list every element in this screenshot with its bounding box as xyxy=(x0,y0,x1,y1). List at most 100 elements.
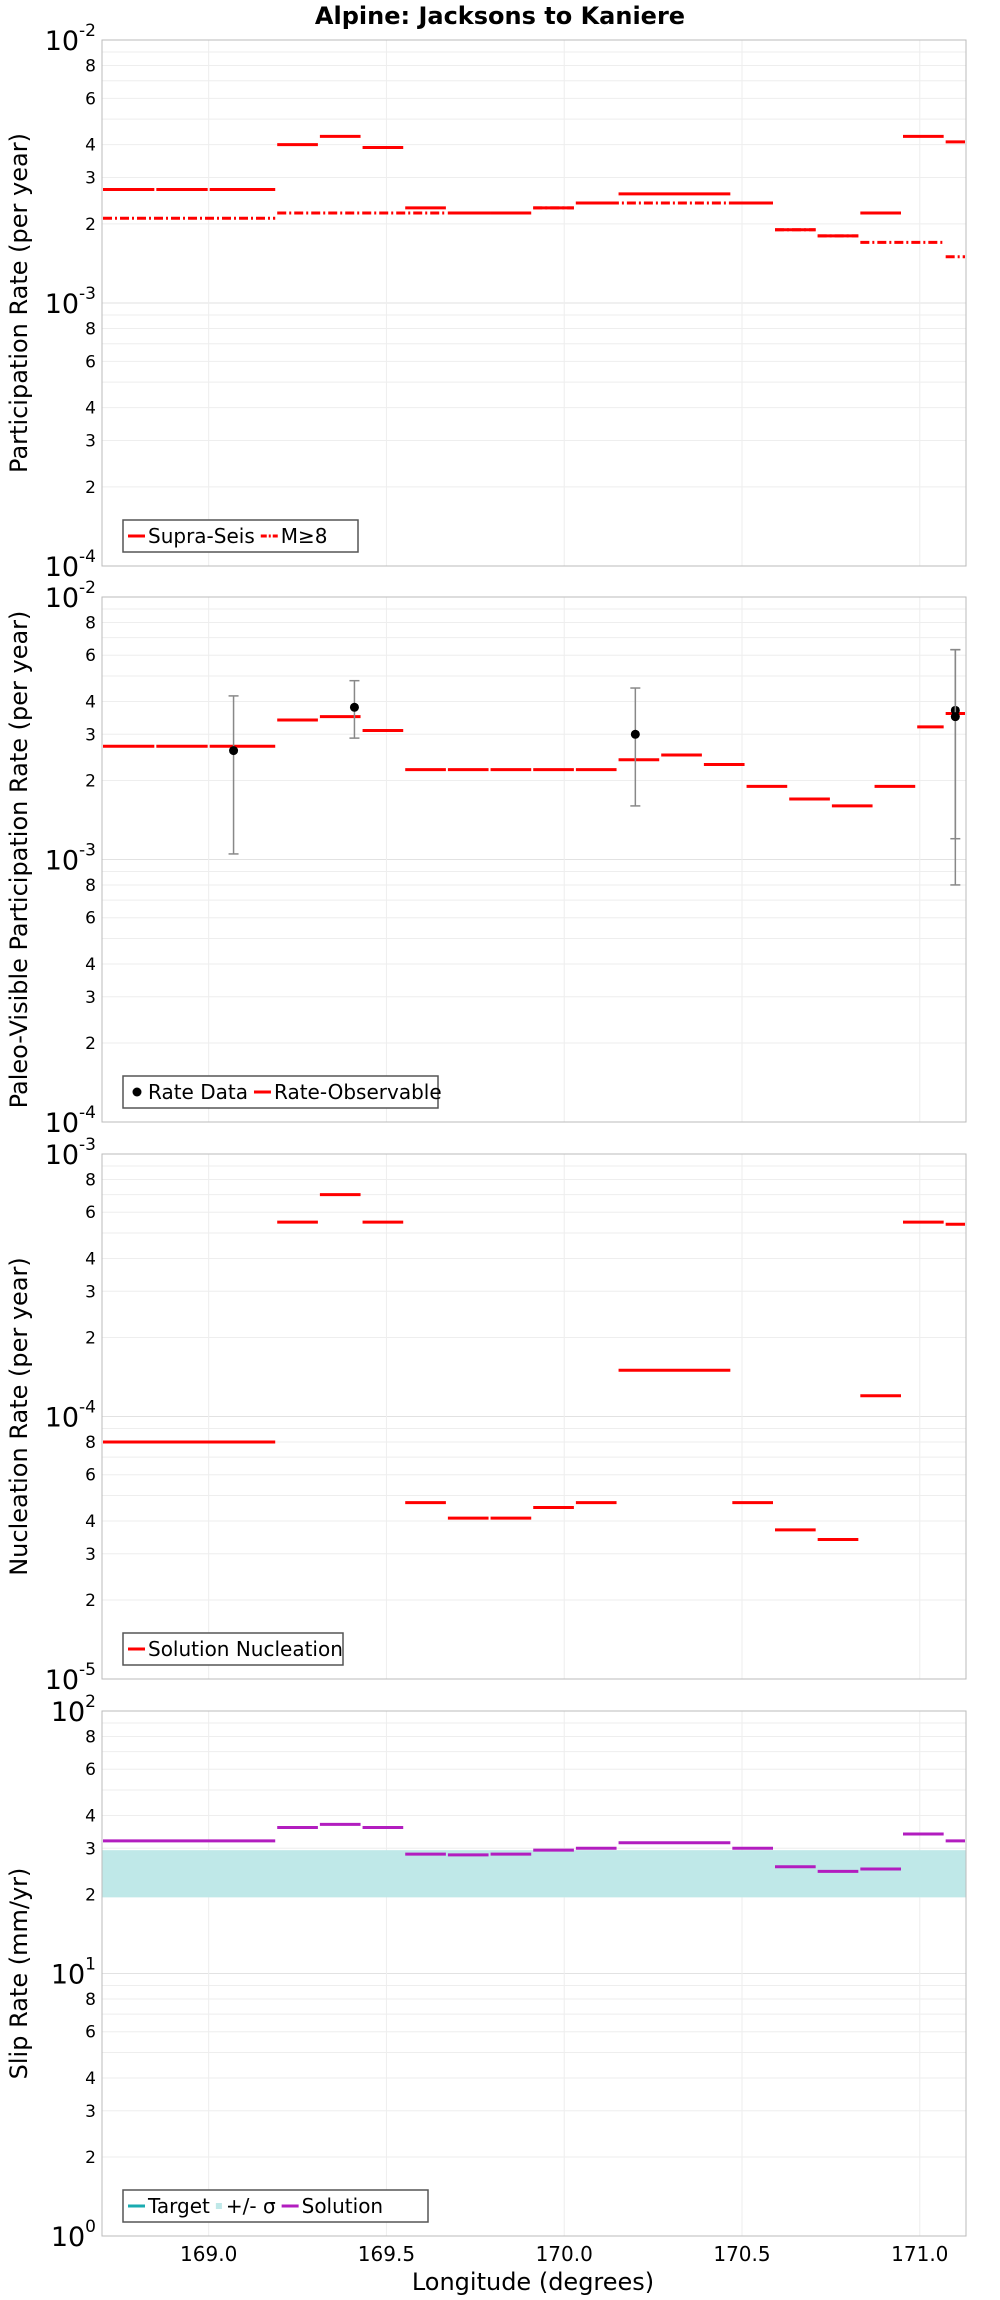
x-tick-labels: 169.0 169.5 170.0 170.5 171.0 xyxy=(180,2242,948,2266)
y-minor-tick-label: 8 xyxy=(85,56,96,76)
legend: Target +/- σ Solution xyxy=(122,2189,429,2223)
y-tick-label: 10-4 xyxy=(45,547,96,583)
plot-frame xyxy=(101,1153,967,1680)
legend-box xyxy=(122,2189,429,2223)
y-minor-tick-label: 2 xyxy=(85,1034,96,1054)
legend-label: M≥8 xyxy=(281,524,328,548)
legend-item: Solution xyxy=(281,2194,383,2218)
y-minor-tick-label: 6 xyxy=(85,352,96,372)
y-minor-tick-label: 8 xyxy=(85,1170,96,1190)
legend-label: Rate Data xyxy=(148,1080,248,1104)
y-minor-tick-label: 2 xyxy=(85,1328,96,1348)
y-minor-tick-label: 6 xyxy=(85,646,96,666)
y-minor-tick-label: 2 xyxy=(85,478,96,498)
y-tick-label: 100 xyxy=(51,2217,96,2253)
y-minor-tick-label: 3 xyxy=(85,725,96,745)
y-axis-label: Participation Rate (per year) xyxy=(5,133,33,473)
plot-frame xyxy=(101,596,967,1123)
legend-label: Solution xyxy=(302,2194,383,2218)
y-tick-label: 102 xyxy=(51,1692,96,1728)
data-point xyxy=(950,712,960,722)
plot-frame xyxy=(101,39,967,567)
legend-item: Solution Nucleation xyxy=(128,1637,343,1661)
legend-item: M≥8 xyxy=(260,524,328,548)
legend-swatch-point xyxy=(132,1087,142,1097)
legend-item: Rate-Observable xyxy=(253,1080,442,1104)
legend-box xyxy=(122,519,359,553)
legend: Solution Nucleation xyxy=(122,1632,344,1666)
y-minor-tick-label: 6 xyxy=(85,2023,96,2043)
y-tick-label: 10-4 xyxy=(45,1398,96,1434)
gridlines xyxy=(102,1711,966,2237)
sigma-band xyxy=(102,1850,966,1898)
y-minor-tick-label: 8 xyxy=(85,1433,96,1453)
series-solution-nucleation xyxy=(103,1193,965,1541)
series-m-8 xyxy=(103,201,965,259)
y-minor-tick-label: 3 xyxy=(85,169,96,189)
y-tick-label: 10-3 xyxy=(45,284,96,320)
data-point xyxy=(349,702,359,712)
x-tick-label: 170.0 xyxy=(536,2242,593,2266)
gridlines xyxy=(102,597,966,1123)
series-solution xyxy=(103,1822,965,1873)
legend-item: +/- σ xyxy=(215,2194,276,2218)
y-minor-tick-label: 2 xyxy=(85,215,96,235)
y-minor-tick-label: 4 xyxy=(85,692,96,712)
y-minor-tick-label: 6 xyxy=(85,89,96,109)
y-axis-label: Slip Rate (mm/yr) xyxy=(5,1868,33,2080)
legend: Supra-Seis M≥8 xyxy=(122,519,359,553)
y-minor-tick-label: 8 xyxy=(85,876,96,896)
x-tick-label: 171.0 xyxy=(891,2242,948,2266)
y-minor-tick-label: 2 xyxy=(85,771,96,791)
legend: Rate Data Rate-Observable xyxy=(122,1075,442,1109)
y-minor-tick-label: 4 xyxy=(85,136,96,156)
series-- xyxy=(102,1850,966,1898)
y-minor-tick-label: 2 xyxy=(85,2148,96,2168)
series-rate-observable xyxy=(103,711,965,808)
y-minor-tick-label: 4 xyxy=(85,1806,96,1826)
gridlines xyxy=(102,40,966,567)
y-minor-tick-label: 6 xyxy=(85,1466,96,1486)
legend-label: Solution Nucleation xyxy=(148,1637,343,1661)
y-axis-label: Paleo-Visible Participation Rate (per ye… xyxy=(5,611,33,1109)
legend-item: Target xyxy=(128,2194,210,2218)
y-minor-tick-label: 8 xyxy=(85,613,96,633)
data-point xyxy=(229,746,239,756)
x-tick-label: 169.5 xyxy=(358,2242,415,2266)
y-minor-tick-label: 3 xyxy=(85,988,96,1008)
legend-label: Target xyxy=(147,2194,210,2218)
y-tick-label: 10-2 xyxy=(45,21,96,57)
y-minor-tick-label: 3 xyxy=(85,2102,96,2122)
legend-swatch-band xyxy=(215,2203,222,2209)
y-minor-tick-label: 4 xyxy=(85,1249,96,1269)
y-minor-tick-label: 6 xyxy=(85,1203,96,1223)
y-minor-tick-label: 6 xyxy=(85,909,96,929)
y-minor-tick-label: 3 xyxy=(85,1839,96,1859)
y-minor-tick-label: 3 xyxy=(85,1545,96,1565)
legend-item: Rate Data xyxy=(132,1080,248,1104)
y-minor-tick-label: 4 xyxy=(85,1512,96,1532)
figure-title: Alpine: Jacksons to Kaniere xyxy=(315,2,685,30)
legend-item: Supra-Seis xyxy=(128,524,255,548)
y-minor-tick-label: 4 xyxy=(85,955,96,975)
y-tick-label: 10-3 xyxy=(45,841,96,877)
y-tick-label: 10-5 xyxy=(45,1660,96,1696)
x-tick-label: 170.5 xyxy=(713,2242,770,2266)
x-axis-label: Longitude (degrees) xyxy=(412,2268,654,2296)
y-minor-tick-label: 3 xyxy=(85,1282,96,1302)
y-tick-label: 10-3 xyxy=(45,1135,96,1171)
y-axis-label: Nucleation Rate (per year) xyxy=(5,1257,33,1576)
y-minor-tick-label: 4 xyxy=(85,399,96,419)
data-point xyxy=(630,729,640,739)
plot-frame xyxy=(101,1710,967,2237)
series-rate-data xyxy=(228,648,961,886)
legend-label: Supra-Seis xyxy=(148,524,255,548)
y-minor-tick-label: 3 xyxy=(85,432,96,452)
